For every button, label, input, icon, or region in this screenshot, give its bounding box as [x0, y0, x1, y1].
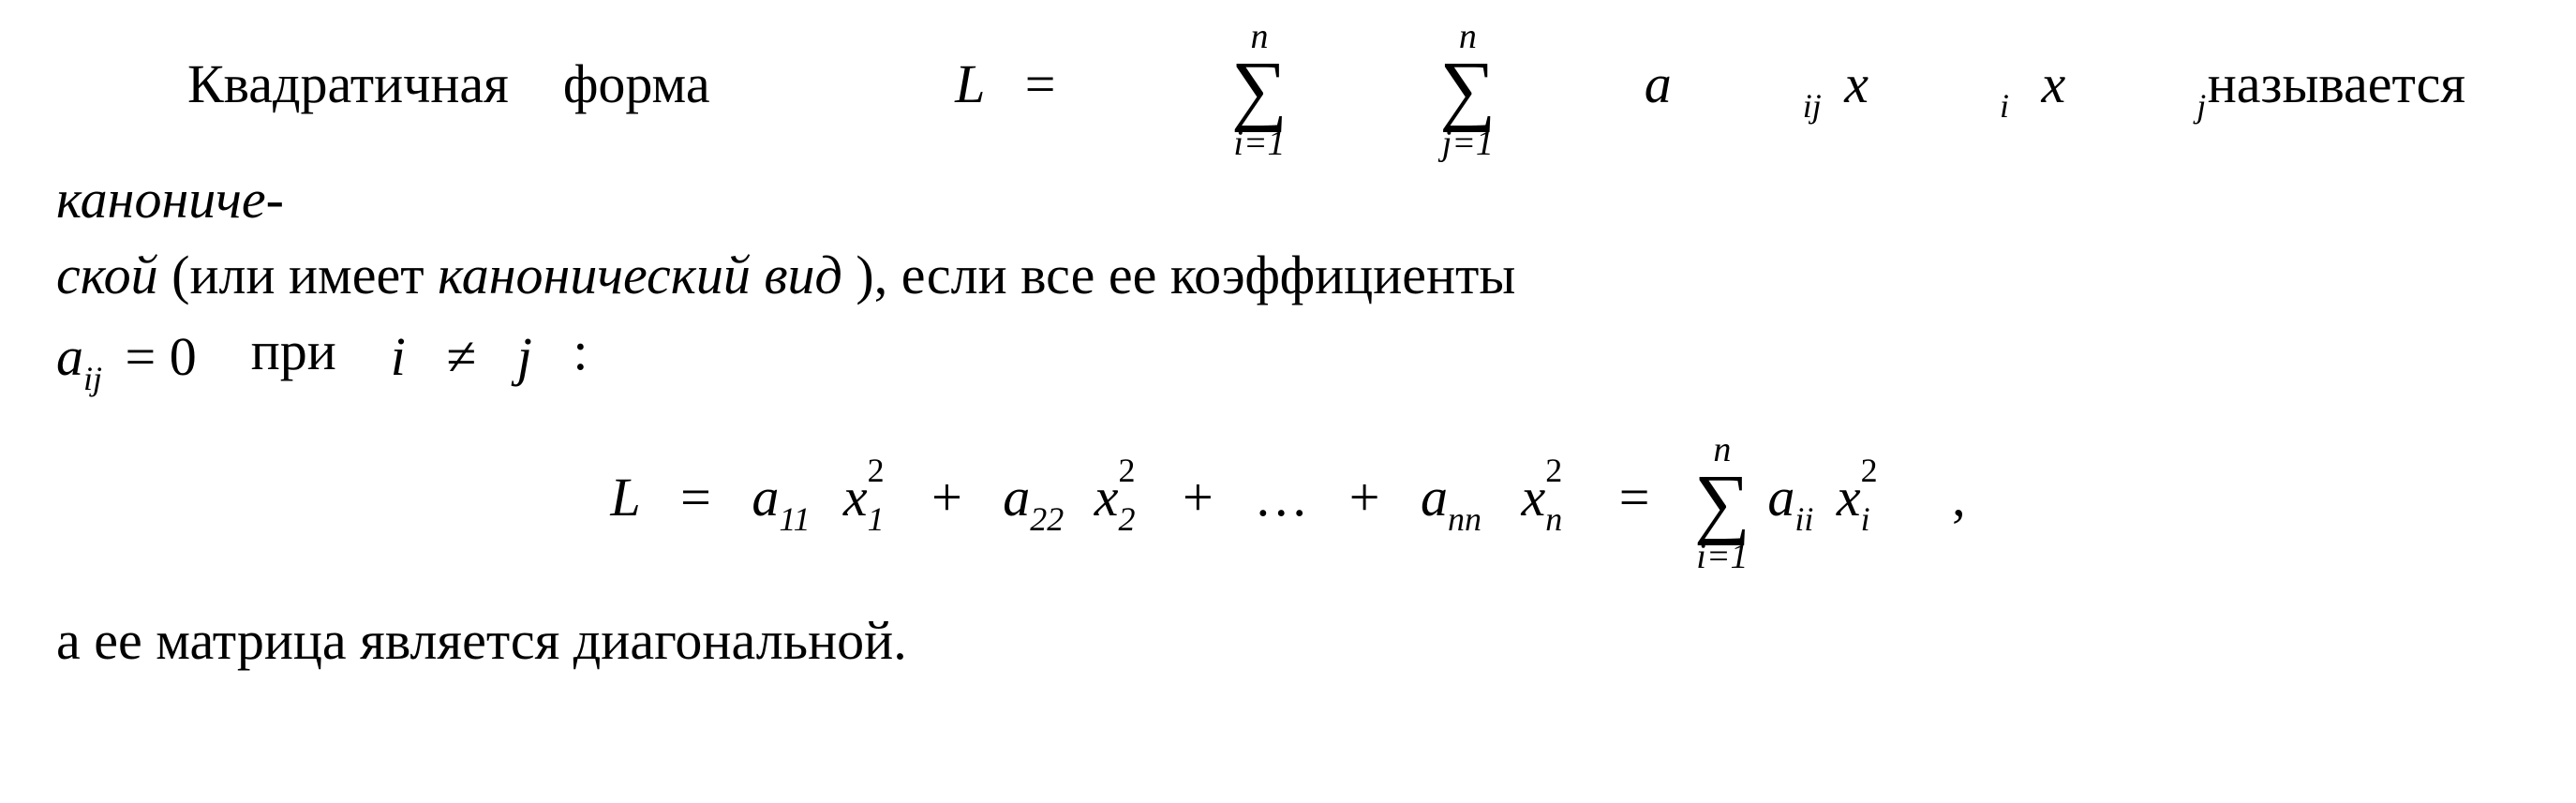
a-ij: a ij [1513, 57, 1672, 112]
eq-zero: = 0 [126, 326, 197, 387]
x1-sq: x 1 2 [843, 470, 868, 525]
disp-L: L [610, 467, 639, 528]
paragraph-3: a ij = 0 при i ≠ j : [56, 313, 2520, 394]
sum-display: n ∑ i=1 [1694, 432, 1750, 574]
sigma-icon: ∑ [1308, 54, 1496, 126]
page: Квадратичная форма L = n ∑ i=1 n ∑ j=1 a… [0, 0, 2576, 803]
x-i: x i [1713, 57, 1869, 112]
p1-after: называется [2153, 53, 2520, 114]
disp-eq2: = [1619, 467, 1650, 528]
xn-sq: x n 2 [1521, 470, 1545, 525]
sigma-icon: ∑ [1100, 54, 1288, 126]
a22: a 22 [1003, 470, 1030, 525]
cond-ineq: i ≠ j [391, 319, 532, 394]
plus2: + [1183, 467, 1214, 528]
sum-i-lower: i=1 [1102, 126, 1285, 161]
neq-icon: ≠ [446, 326, 476, 387]
p3-mid: при [251, 320, 336, 381]
a-ij-2: a ij [56, 330, 83, 384]
var-i: i [391, 326, 406, 387]
xi-sq: x i 2 [1837, 470, 1861, 525]
ann: a nn [1421, 470, 1448, 525]
sum-j-lower: j=1 [1311, 126, 1494, 161]
p1-italic-tail: канониче- [56, 169, 284, 230]
paragraph-1: Квадратичная форма L = n ∑ i=1 n ∑ j=1 a… [56, 19, 2520, 237]
disp-eq1: = [680, 467, 711, 528]
sum-j: n ∑ j=1 [1308, 19, 1496, 161]
sum-d-lower: i=1 [1696, 539, 1748, 574]
paragraph-2: ской (или имеет канонический вид ), если… [56, 237, 2520, 313]
display-equation: L = a 11 x 1 2 + a 22 x 2 2 [56, 432, 2520, 574]
display-math: L = a 11 x 1 2 + a 22 x 2 2 [610, 432, 1965, 574]
dots: … [1254, 467, 1308, 528]
p1-prefix: Квадратичная форма [187, 53, 765, 114]
colon: : [573, 320, 588, 381]
a11: a 11 [752, 470, 779, 525]
p2-mid2: ), если все ее коэффициенты [856, 245, 1515, 305]
sigma-icon: ∑ [1694, 468, 1750, 539]
equals-1: = [1025, 53, 1056, 114]
inline-formula: L = n ∑ i=1 n ∑ j=1 a ij x i [824, 19, 2093, 161]
x2-sq: x 2 2 [1094, 470, 1119, 525]
p2-mid1: (или имеет [171, 245, 438, 305]
paragraph-4: а ее матрица является диагональной. [56, 602, 2520, 678]
var-L: L [955, 53, 984, 114]
cond-aij: a ij = 0 [56, 319, 197, 394]
disp-comma: , [1952, 467, 1966, 528]
var-j: j [517, 326, 532, 387]
aii: a ii [1767, 470, 1794, 525]
x-j: x j [1911, 57, 2066, 112]
sum-i: n ∑ i=1 [1100, 19, 1288, 161]
p2-italic-head: ской [56, 245, 158, 305]
p2-italic-mid: канонический вид [438, 245, 842, 305]
plus1: + [931, 467, 962, 528]
plus3: + [1349, 467, 1380, 528]
